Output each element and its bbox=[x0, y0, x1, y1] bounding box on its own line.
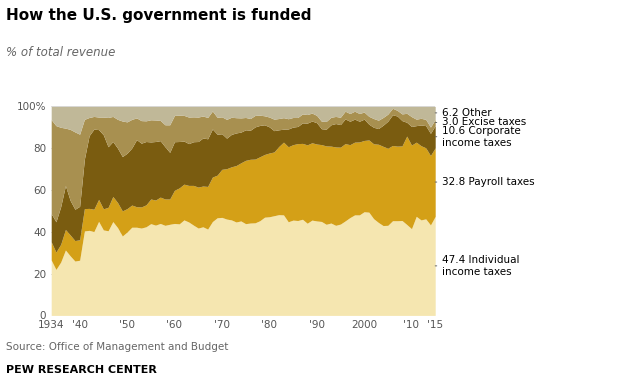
Text: 47.4 Individual
income taxes: 47.4 Individual income taxes bbox=[435, 255, 520, 277]
Text: 3.0 Excise taxes: 3.0 Excise taxes bbox=[435, 117, 527, 128]
Text: 32.8 Payroll taxes: 32.8 Payroll taxes bbox=[435, 177, 535, 187]
Text: How the U.S. government is funded: How the U.S. government is funded bbox=[6, 8, 312, 22]
Text: Source: Office of Management and Budget: Source: Office of Management and Budget bbox=[6, 342, 228, 352]
Text: % of total revenue: % of total revenue bbox=[6, 46, 116, 59]
Text: 6.2 Other: 6.2 Other bbox=[435, 108, 492, 118]
Text: 10.6 Corporate
income taxes: 10.6 Corporate income taxes bbox=[435, 126, 521, 147]
Text: PEW RESEARCH CENTER: PEW RESEARCH CENTER bbox=[6, 365, 157, 375]
